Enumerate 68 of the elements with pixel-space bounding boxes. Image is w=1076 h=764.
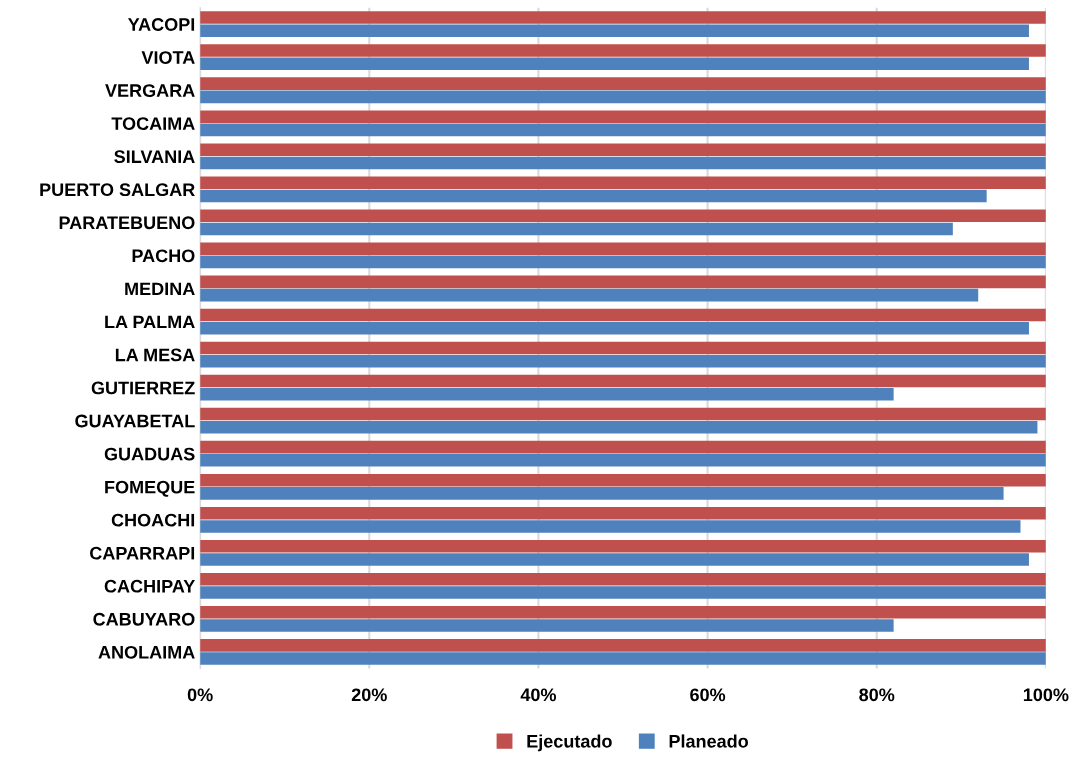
x-tick-label: 0% xyxy=(187,688,213,702)
bar xyxy=(200,652,1046,665)
x-tick-label: 80% xyxy=(859,688,895,702)
bar xyxy=(200,24,1029,38)
y-tick-label: CABUYARO xyxy=(93,612,195,626)
x-tick-label: 100% xyxy=(1023,688,1069,702)
y-tick-label: PACHO xyxy=(132,249,195,263)
y-tick-label: FOMEQUE xyxy=(105,480,195,497)
y-tick-label: YACOPI xyxy=(128,18,195,31)
y-tick-label: CAPARRAPI xyxy=(90,546,195,560)
bar xyxy=(200,387,894,401)
bar xyxy=(200,255,1046,269)
bar xyxy=(200,487,1004,500)
x-tick-label: 20% xyxy=(351,688,387,702)
y-tick-label: CHOACHI xyxy=(111,513,195,527)
bar xyxy=(200,506,1046,520)
bar xyxy=(200,421,1038,434)
bar xyxy=(200,308,1046,322)
bar xyxy=(200,573,1046,586)
bar xyxy=(200,454,1046,467)
bar xyxy=(200,77,1046,90)
bar xyxy=(200,520,1021,533)
y-tick-label: SILVANIA xyxy=(114,150,195,164)
x-tick-label: 60% xyxy=(690,688,726,702)
legend-label: Planeado xyxy=(669,734,749,748)
bar xyxy=(200,242,1046,256)
y-tick-label: GUAYABETAL xyxy=(75,414,195,428)
y-tick-label: VERGARA xyxy=(105,84,195,97)
bar xyxy=(200,407,1046,421)
bar xyxy=(200,374,1046,388)
x-tick-label: 40% xyxy=(520,688,557,702)
bar xyxy=(200,156,1046,170)
bar xyxy=(200,143,1046,156)
bar xyxy=(200,11,1046,24)
y-tick-label: MEDINA xyxy=(125,282,195,296)
y-tick-label: PUERTO SALGAR xyxy=(40,183,195,197)
y-tick-label: VIOTA xyxy=(141,51,195,64)
bar xyxy=(200,539,1046,553)
bar xyxy=(200,222,953,236)
y-tick-label: GUTIERREZ xyxy=(91,381,195,395)
y-tick-label: ANOLAIMA xyxy=(98,645,195,659)
bar xyxy=(200,176,1046,190)
bar xyxy=(200,288,979,302)
y-tick-label: PARATEBUENO xyxy=(59,216,195,230)
legend-label: Ejecutado xyxy=(527,734,612,752)
bar xyxy=(200,553,1029,566)
bar xyxy=(200,341,1046,355)
bar xyxy=(200,606,1046,619)
bar xyxy=(200,57,1029,71)
y-tick-label: TOCAIMA xyxy=(111,117,195,131)
bar xyxy=(200,90,1046,104)
y-tick-label: LA PALMA xyxy=(105,315,195,329)
bar xyxy=(200,321,1029,335)
bar xyxy=(200,619,894,632)
bar xyxy=(200,209,1046,223)
bar xyxy=(200,473,1046,487)
y-tick-label: GUADUAS xyxy=(104,447,195,461)
bar xyxy=(200,639,1046,652)
bar xyxy=(200,586,1046,599)
bar xyxy=(200,354,1046,368)
bar xyxy=(200,110,1046,123)
bar xyxy=(200,275,1046,289)
bar xyxy=(200,189,987,203)
y-tick-label: LA MESA xyxy=(115,348,195,362)
bar xyxy=(200,123,1046,137)
y-tick-label: CACHIPAY xyxy=(104,579,195,593)
bar xyxy=(200,44,1046,57)
bar xyxy=(200,440,1046,454)
